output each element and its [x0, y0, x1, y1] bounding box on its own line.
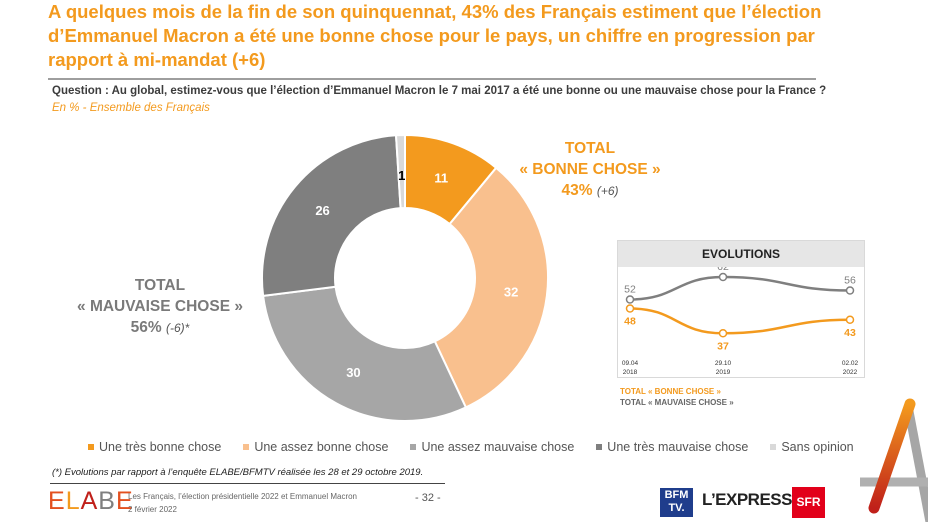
total-good-sublabel: « BONNE CHOSE »	[519, 161, 661, 178]
total-bad-delta: (-6)*	[166, 321, 190, 335]
donut-slice	[433, 166, 549, 409]
evolution-point	[845, 286, 855, 295]
total-good-block: TOTAL « BONNE CHOSE » 43% (+6)	[500, 138, 680, 202]
legend-item: Une très bonne chose	[88, 440, 221, 454]
total-good-value: 43%	[561, 182, 593, 199]
page-number: - 32 -	[415, 492, 441, 504]
legend-item: Une assez bonne chose	[243, 440, 388, 454]
elabe-logo-letter: E	[48, 487, 66, 515]
evolution-point	[718, 272, 728, 282]
evolution-x-tick: 02.02	[842, 360, 859, 367]
bfm-logo-text: BFM	[664, 489, 689, 501]
evolution-value-label: 62	[717, 267, 729, 273]
legend-label: Une assez mauvaise chose	[421, 440, 575, 454]
donut-slice	[394, 133, 406, 210]
evolution-x-tick-year: 2018	[623, 369, 638, 376]
footer-text: Les Français, l’élection présidentielle …	[128, 490, 357, 516]
donut-slice-label: 26	[315, 203, 329, 218]
evolutions-chart: 52 62 56 48 37 43 09.04 2018 29.10 2019 02.02 2022	[622, 267, 859, 376]
donut-slice-label: 11	[434, 170, 448, 185]
footer-study-title: Les Français, l’élection présidentielle …	[128, 492, 358, 501]
evolution-line	[629, 275, 851, 301]
elabe-logo-letter: B	[98, 487, 116, 515]
lexpress-logo: L’EXPRESS	[702, 490, 792, 509]
total-bad-value: 56%	[130, 319, 162, 336]
elabe-decorative-a-icon	[860, 398, 928, 522]
evolution-x-tick-year: 2019	[716, 369, 731, 376]
elabe-logo: ELABE	[48, 487, 134, 516]
evolution-value-label: 48	[624, 316, 636, 328]
elabe-logo-letter: E	[115, 487, 134, 515]
donut-slice-label: 32	[504, 284, 518, 299]
evolution-point	[718, 329, 728, 338]
legend-item: Sans opinion	[770, 440, 854, 454]
evolution-x-tick: 09.04	[622, 360, 639, 367]
total-bad-sublabel: « MAUVAISE CHOSE »	[77, 298, 243, 315]
donut-slice-label: 30	[346, 365, 360, 380]
legend-item: Une très mauvaise chose	[596, 440, 748, 454]
footnote: (*) Evolutions par rapport à l’enquête E…	[52, 467, 424, 478]
total-good-delta: (+6)	[596, 184, 619, 198]
elabe-logo-letter: A	[80, 487, 99, 515]
slide-title: A quelques mois de la fin de son quinque…	[48, 1, 822, 70]
legend-item: Une assez mauvaise chose	[410, 440, 574, 454]
donut-slice-label: 1	[398, 168, 405, 183]
evolution-point	[625, 304, 635, 313]
donut-slice	[261, 134, 402, 298]
evolutions-panel: EVOLUTIONS 52 62 56 48 37 43 09.04 2018 29.10 201…	[617, 240, 865, 378]
title-divider	[48, 78, 816, 80]
survey-question: Question : Au global, estimez-vous que l…	[52, 85, 827, 97]
legend-swatch-icon	[88, 444, 94, 450]
evolution-point	[845, 315, 855, 324]
legend-label: Une très mauvaise chose	[607, 440, 749, 454]
legend-swatch-icon	[596, 444, 603, 450]
total-bad-label: TOTAL	[134, 277, 186, 294]
total-good-label: TOTAL	[564, 140, 616, 157]
evolution-value-label: 43	[844, 327, 856, 339]
evolution-x-tick: 29.10	[715, 360, 732, 367]
legend-swatch-icon	[243, 444, 250, 450]
legend-label: Une assez bonne chose	[254, 440, 389, 454]
legend-label: Une très bonne chose	[99, 440, 222, 454]
sfr-logo: SFR	[792, 487, 825, 518]
evolution-value-label: 52	[624, 284, 636, 296]
elabe-logo-letter: L	[65, 487, 81, 515]
total-bad-block: TOTAL « MAUVAISE CHOSE » 56% (-6)*	[60, 275, 260, 339]
evolution-line	[629, 307, 851, 335]
legend-swatch-icon	[410, 444, 417, 450]
legend-label: Sans opinion	[781, 440, 854, 454]
evolution-point	[625, 295, 635, 304]
evolution-value-label: 56	[844, 275, 856, 287]
tv-logo-text: TV.	[668, 502, 685, 514]
footer-date: 2 février 2022	[128, 505, 177, 514]
evolutions-title: EVOLUTIONS	[618, 241, 864, 267]
evolutions-legend-good: TOTAL « BONNE CHOSE »	[620, 387, 721, 396]
donut-slice	[262, 285, 468, 422]
donut-legend: Une très bonne chose Une assez bonne chos…	[88, 440, 854, 454]
evolution-x-tick-year: 2022	[843, 369, 858, 376]
bfmtv-logo: BFM TV.	[660, 488, 693, 517]
evolutions-legend-bad: TOTAL « MAUVAISE CHOSE »	[620, 398, 734, 407]
legend-swatch-icon	[770, 444, 777, 450]
footer-divider	[50, 483, 445, 484]
survey-base: En % - Ensemble des Français	[52, 102, 210, 114]
evolution-value-label: 37	[717, 340, 729, 352]
